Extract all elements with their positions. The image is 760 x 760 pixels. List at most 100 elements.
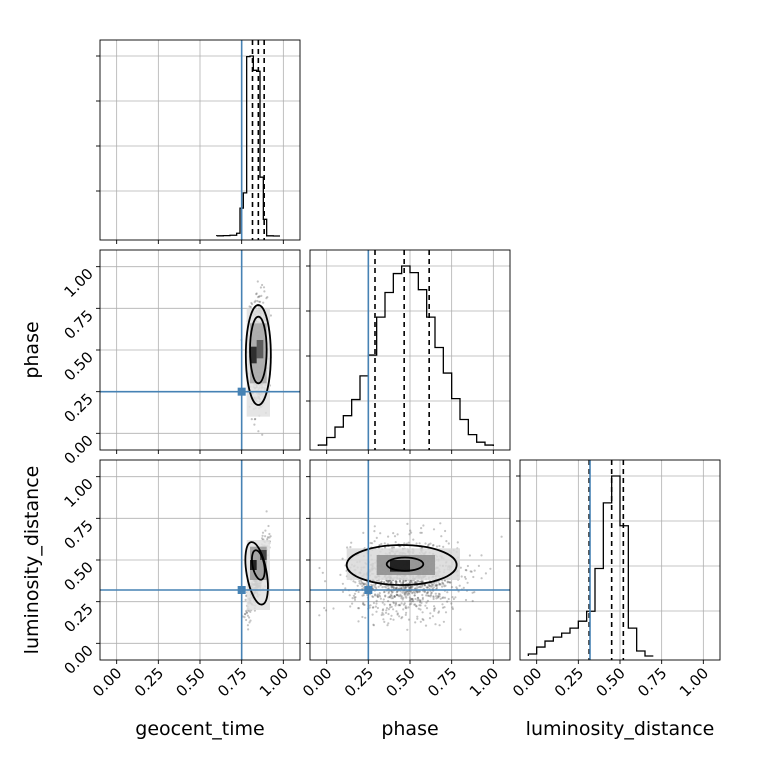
sample-point: [408, 587, 411, 590]
sample-point: [426, 599, 429, 602]
sample-point: [383, 591, 386, 594]
sample-point: [248, 616, 251, 619]
sample-point: [255, 292, 258, 295]
sample-point: [427, 594, 431, 598]
sample-point: [362, 583, 365, 586]
sample-point: [406, 594, 409, 597]
sample-point: [416, 617, 419, 620]
sample-point: [451, 606, 454, 609]
sample-point: [248, 621, 251, 624]
sample-point: [451, 596, 454, 599]
sample-point: [416, 596, 419, 600]
sample-point: [420, 580, 423, 583]
sample-point: [376, 606, 379, 610]
sample-point: [386, 624, 389, 627]
sample-point: [393, 595, 396, 598]
sample-point: [269, 535, 272, 538]
sample-point: [432, 528, 436, 531]
sample-point: [390, 585, 393, 588]
sample-point: [409, 598, 412, 601]
sample-point: [425, 607, 429, 610]
sample-point: [362, 601, 365, 605]
sample-point: [357, 607, 361, 610]
sample-point: [398, 603, 401, 607]
sample-point: [341, 557, 344, 560]
sample-point: [261, 537, 264, 540]
sample-point: [389, 606, 392, 609]
sample-point: [391, 591, 394, 594]
sample-point: [429, 542, 432, 545]
contour-1: [244, 304, 272, 406]
y-tick-label-phase-1: 0.25: [60, 390, 96, 426]
sample-point: [245, 611, 249, 614]
sample-point: [420, 527, 423, 530]
joint-geocent_time-vs-phase: [100, 250, 300, 450]
sample-point: [403, 542, 406, 545]
density-bin-2: [390, 560, 410, 572]
sample-point: [419, 604, 422, 607]
sample-point: [392, 601, 395, 604]
sample-point: [373, 530, 376, 533]
sample-point: [397, 604, 400, 607]
sample-point: [390, 595, 393, 598]
sample-point: [352, 594, 355, 597]
sample-point: [386, 587, 389, 590]
sample-point: [418, 542, 421, 545]
sample-point: [251, 303, 254, 306]
sample-point: [421, 611, 424, 614]
sample-point: [404, 579, 407, 582]
sample-point: [438, 624, 441, 627]
sample-point: [387, 596, 390, 599]
sample-point: [413, 603, 416, 606]
joint-geocent_time-vs-luminosity_distance: [100, 460, 300, 660]
sample-point: [454, 596, 457, 599]
sample-point: [421, 579, 424, 582]
sample-point: [393, 595, 396, 598]
sample-point: [426, 594, 429, 597]
sample-point: [466, 564, 469, 568]
sample-point: [380, 542, 383, 546]
sample-point: [452, 597, 455, 601]
sample-point: [362, 582, 365, 585]
sample-point: [447, 542, 450, 545]
sample-point: [269, 314, 272, 317]
sample-point: [372, 624, 375, 627]
sample-point: [253, 609, 256, 612]
sample-point: [445, 540, 448, 543]
sample-point: [427, 544, 430, 547]
sample-point: [245, 611, 248, 614]
sample-point: [369, 604, 372, 607]
sample-point: [410, 585, 414, 588]
sample-point: [374, 594, 377, 597]
sample-point: [318, 614, 321, 617]
sample-point: [417, 586, 421, 589]
sample-point: [430, 585, 433, 588]
x-tick-label-phase-2: 0.50: [382, 664, 418, 700]
sample-point: [384, 586, 388, 589]
sample-point: [395, 586, 398, 590]
sample-point: [402, 585, 405, 588]
sample-point: [414, 587, 417, 590]
sample-point: [400, 595, 403, 598]
sample-point: [268, 532, 271, 536]
sample-point: [412, 600, 415, 603]
sample-point: [435, 586, 438, 590]
sample-point: [258, 295, 261, 298]
sample-point: [357, 620, 360, 623]
sample-point: [387, 535, 390, 538]
sample-point: [247, 628, 250, 631]
sample-point: [390, 580, 393, 584]
sample-point: [390, 605, 393, 609]
sample-point: [385, 609, 388, 612]
sample-point: [353, 596, 356, 600]
sample-point: [442, 596, 445, 599]
sample-point: [389, 617, 392, 621]
sample-point: [404, 579, 407, 583]
sample-point: [439, 597, 442, 600]
sample-point: [472, 575, 475, 579]
sample-point: [394, 587, 397, 590]
sample-point: [417, 598, 420, 601]
sample-point: [349, 546, 352, 549]
sample-point: [379, 532, 382, 535]
sample-point: [419, 585, 422, 588]
